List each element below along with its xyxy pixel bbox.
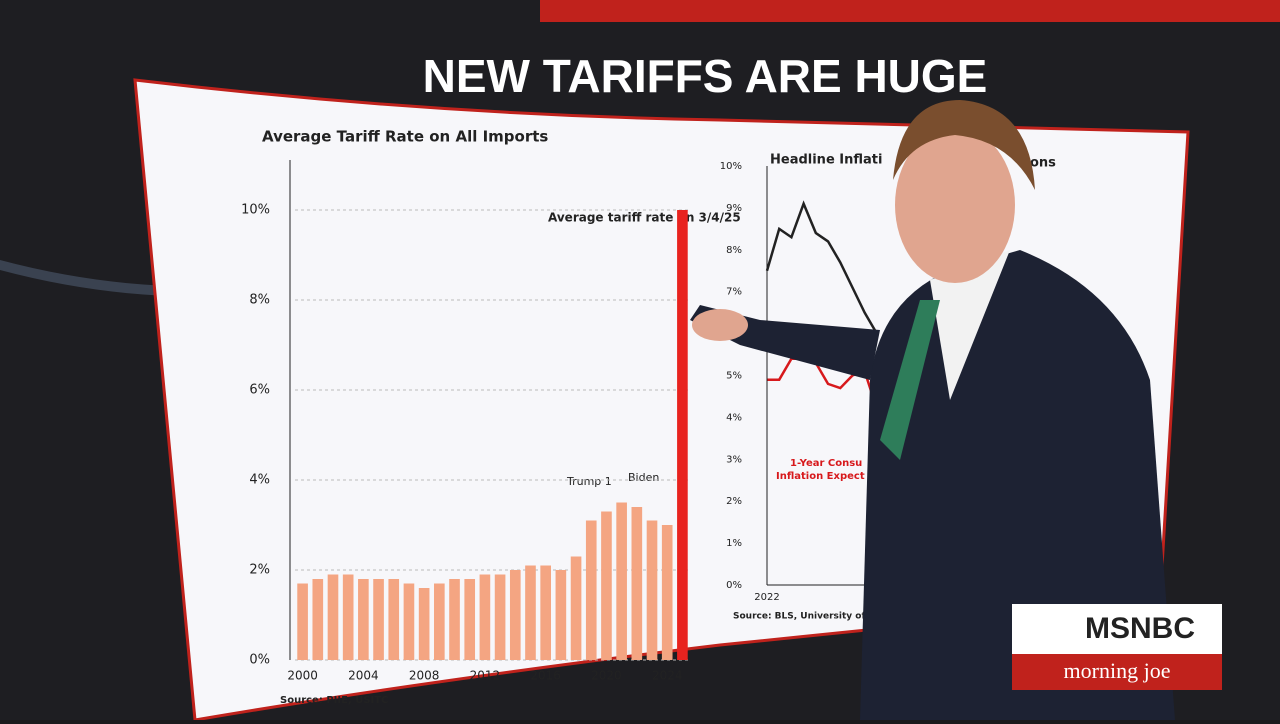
bar xyxy=(616,502,627,660)
bar xyxy=(358,579,369,660)
chart1-source: Source: PIIE, USITC xyxy=(280,695,388,706)
chart1-title: Average Tariff Rate on All Imports xyxy=(262,128,548,146)
y-tick-label: 0% xyxy=(249,653,270,668)
x-tick-label: 2016 xyxy=(530,669,561,683)
bar xyxy=(525,565,536,660)
head xyxy=(895,127,1015,283)
bar xyxy=(403,583,415,660)
bar xyxy=(509,570,521,660)
bar xyxy=(327,574,339,660)
bar xyxy=(585,520,597,660)
y-tick-label: 7% xyxy=(726,287,742,298)
headline: NEW TARIFFS ARE HUGE xyxy=(423,50,988,102)
tie xyxy=(880,300,940,460)
bar xyxy=(342,574,354,660)
y-tick-label: 2% xyxy=(726,496,742,507)
y-tick-label: 3% xyxy=(726,454,742,465)
logo-show-box xyxy=(1012,654,1222,690)
x-tick-label: 2000 xyxy=(287,669,318,683)
bar xyxy=(434,583,445,660)
x-tick-label: 2008 xyxy=(409,669,440,683)
bar xyxy=(494,574,506,660)
hand xyxy=(692,309,748,341)
annotation: Average tariff rate on 3/4/25 xyxy=(548,211,741,225)
x-tick-label: 2012 xyxy=(470,669,501,683)
x-tick-label: 2004 xyxy=(348,669,379,683)
bar xyxy=(677,210,688,660)
bar xyxy=(661,525,673,660)
x-tick-label: 2020 xyxy=(591,669,622,683)
y-tick-label: 9% xyxy=(726,203,742,214)
chart2-title-end: ons xyxy=(1030,156,1056,171)
bar xyxy=(388,579,400,660)
bar xyxy=(373,579,384,660)
x-tick-label: 2024 xyxy=(652,669,683,683)
suit xyxy=(860,250,1175,720)
bar xyxy=(646,520,658,660)
bar xyxy=(479,574,491,660)
logo-show: morning joe xyxy=(1064,658,1171,683)
bar xyxy=(555,570,567,660)
shirt xyxy=(930,250,1010,400)
annotation: Inflation Expect xyxy=(776,471,865,482)
annotation: 1-Year Consu xyxy=(790,458,862,469)
y-tick-label: 4% xyxy=(726,412,742,423)
y-tick-label: 10% xyxy=(720,161,742,172)
bar xyxy=(418,588,430,660)
y-tick-label: 8% xyxy=(726,245,742,256)
y-tick-label: 5% xyxy=(726,371,742,382)
y-tick-label: 0% xyxy=(726,580,742,591)
y-tick-label: 1% xyxy=(726,538,742,549)
line-series xyxy=(765,200,878,335)
bar xyxy=(540,565,551,660)
y-tick-label: 4% xyxy=(249,473,270,488)
bar xyxy=(631,507,643,660)
chart2-title: Headline Inflati xyxy=(770,153,882,168)
top-banner xyxy=(540,0,1280,22)
y-tick-label: 2% xyxy=(249,563,270,578)
logo-network: MSNBC xyxy=(1085,612,1195,645)
bar xyxy=(570,556,582,660)
bar xyxy=(297,583,308,660)
y-tick-label: 6% xyxy=(249,383,270,398)
logo-box xyxy=(1012,604,1222,654)
bar xyxy=(464,579,476,660)
bar xyxy=(601,511,612,660)
y-tick-label: 8% xyxy=(249,293,270,308)
y-tick-label: 10% xyxy=(241,203,270,218)
charts: 0% 2% 4% 6% 8% 10% 2000 2004 2008 2012 2016 2020 202… xyxy=(241,160,1060,683)
chart2-source: Source: BLS, University of xyxy=(733,612,865,622)
annotation: Trump 1 xyxy=(566,475,612,488)
bar xyxy=(449,579,460,660)
bar xyxy=(312,579,324,660)
x-tick-label: 2022 xyxy=(754,592,779,603)
hair xyxy=(893,100,1035,190)
presenter xyxy=(690,100,1175,720)
annotation: Biden xyxy=(628,471,659,484)
